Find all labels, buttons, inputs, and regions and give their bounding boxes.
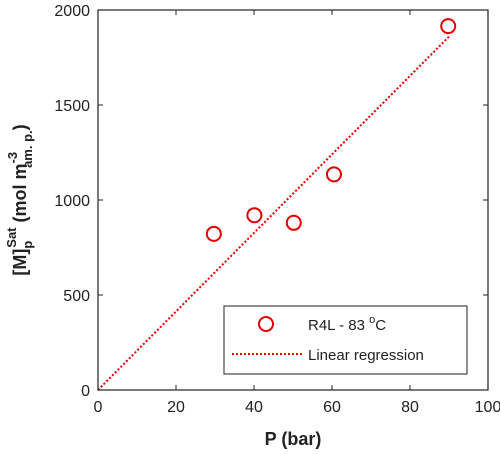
regression-line — [97, 35, 450, 391]
legend-label-regression: Linear regression — [308, 347, 424, 364]
x-tick-label: 100 — [475, 399, 500, 416]
y-tick-label: 1000 — [54, 193, 90, 210]
y-axis-title: [M]pSat (mol m-3am. p.) — [4, 124, 35, 275]
legend-marker-r4l — [258, 316, 274, 332]
points-layer — [205, 18, 457, 242]
y-axis-title-unit-open: (mol m — [10, 163, 30, 227]
data-point — [246, 207, 263, 224]
data-point — [325, 166, 342, 183]
data-point — [440, 18, 457, 35]
y-tick-label: 500 — [63, 288, 90, 305]
data-point — [205, 225, 222, 242]
y-axis-title-unit-close: ) — [10, 124, 30, 130]
y-axis-title-unit-sup: -3 — [5, 152, 20, 164]
y-tick-label: 1500 — [54, 98, 90, 115]
x-tick-label: 60 — [323, 399, 341, 416]
x-tick-label: 80 — [401, 399, 419, 416]
x-tick-label: 0 — [94, 399, 103, 416]
legend-label-r4l: R4L - 83 oC — [308, 314, 386, 334]
y-tick-label: 0 — [81, 383, 90, 400]
y-axis-title-sub: p — [20, 241, 35, 249]
x-tick-label: 20 — [167, 399, 185, 416]
x-axis-title: P (bar) — [265, 429, 322, 449]
y-axis-title-sup: Sat — [4, 227, 19, 248]
regression-layer — [97, 35, 450, 391]
legend: R4L - 83 oC Linear regression — [223, 305, 468, 375]
x-tick-label: 40 — [245, 399, 263, 416]
y-axis-title-unit-sub: am. p. — [20, 130, 35, 168]
y-axis-title-base: [M] — [10, 249, 30, 276]
data-point — [285, 214, 302, 231]
y-tick-label: 2000 — [54, 3, 90, 20]
